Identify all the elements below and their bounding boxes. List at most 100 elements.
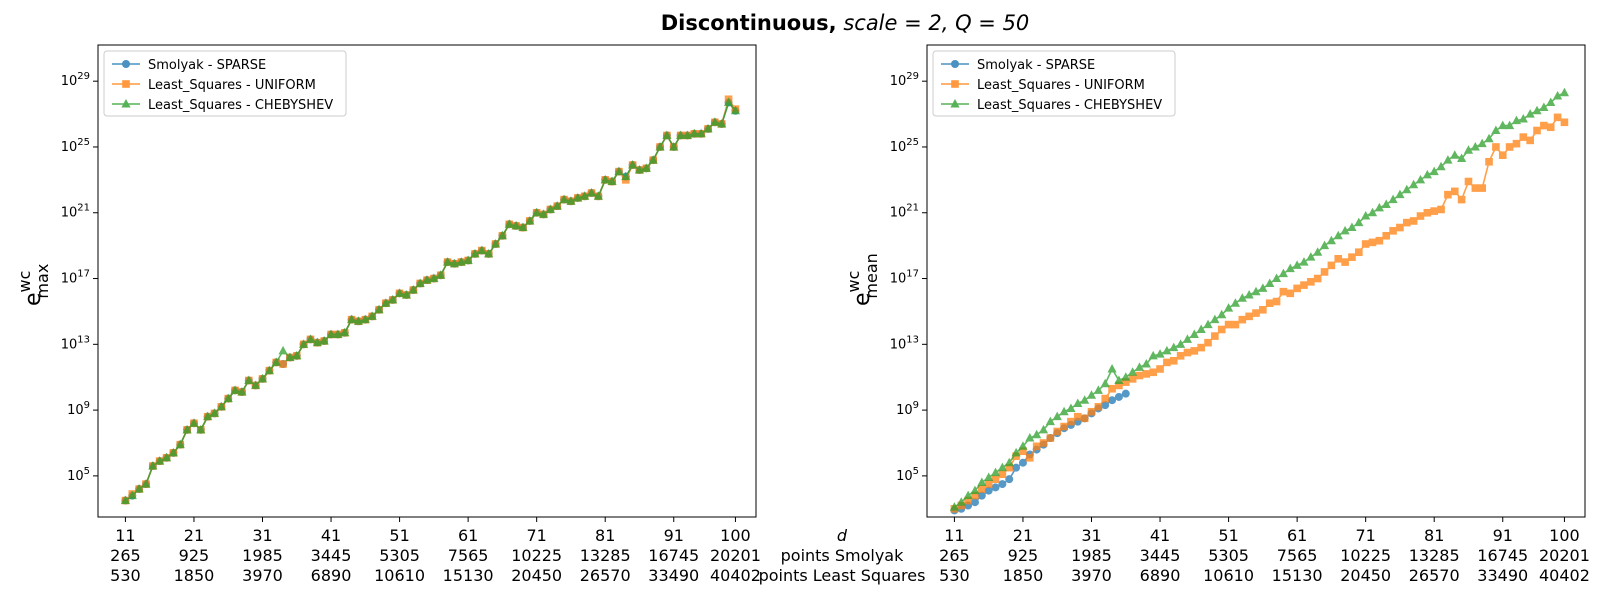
data-point xyxy=(394,288,405,297)
axes-frame xyxy=(926,44,1586,518)
data-point xyxy=(1423,208,1432,217)
data-point xyxy=(1485,157,1493,166)
x-tick-label: 21 xyxy=(1013,526,1033,545)
x-tick-label: 81 xyxy=(1424,526,1444,545)
data-point xyxy=(1464,177,1473,186)
data-point xyxy=(1251,286,1261,296)
data-point xyxy=(1313,274,1322,283)
data-point xyxy=(682,130,693,139)
x-tick-label: 15130 xyxy=(443,566,494,585)
data-point xyxy=(1224,320,1233,329)
data-point xyxy=(1045,416,1055,426)
data-point xyxy=(628,160,638,169)
figure-title: Discontinuous, scale = 2, Q = 50 xyxy=(661,11,1030,35)
data-point xyxy=(1477,138,1487,148)
data-point xyxy=(641,163,651,172)
legend-marker xyxy=(951,80,959,88)
data-point xyxy=(299,339,309,348)
data-point xyxy=(1444,190,1452,199)
x-tick-label: 13285 xyxy=(580,546,631,565)
data-point xyxy=(1355,248,1363,257)
data-point xyxy=(998,470,1007,479)
data-point xyxy=(998,480,1007,489)
legend-label: Smolyak - SPARSE xyxy=(148,58,266,73)
data-point xyxy=(196,424,206,434)
data-point xyxy=(497,230,507,240)
y-tick-label: 1021 xyxy=(61,203,90,221)
data-point xyxy=(518,222,528,232)
data-point xyxy=(648,155,658,164)
data-point xyxy=(1210,314,1220,324)
data-point xyxy=(559,194,569,204)
data-point xyxy=(1115,381,1123,390)
x-tick-label: 1985 xyxy=(242,546,283,565)
data-point xyxy=(1471,184,1480,192)
legend-marker xyxy=(122,80,130,88)
data-point xyxy=(1059,406,1069,416)
data-point xyxy=(1032,442,1041,451)
data-point xyxy=(1204,338,1212,347)
x-tick-label: 11 xyxy=(944,526,964,545)
legend-entry xyxy=(941,60,969,68)
y-tick-label: 1017 xyxy=(890,269,919,287)
data-point xyxy=(408,285,418,294)
x-tick-label: 81 xyxy=(595,526,615,545)
data-point xyxy=(984,472,994,482)
y-tick-label: 1029 xyxy=(890,71,919,89)
data-point xyxy=(175,439,185,449)
data-point xyxy=(1114,392,1123,401)
data-point xyxy=(1491,125,1501,135)
data-point xyxy=(1409,179,1419,189)
data-point xyxy=(1271,273,1282,283)
legend-entry xyxy=(941,80,969,88)
x-tick-label: 100 xyxy=(720,526,751,545)
data-point xyxy=(319,336,329,345)
data-point xyxy=(1306,252,1316,261)
legend-entry xyxy=(941,99,969,108)
data-point xyxy=(593,191,603,200)
data-point xyxy=(1121,389,1130,398)
x-tick-label: 530 xyxy=(939,566,970,585)
y-axis-label: ewcmean xyxy=(844,253,881,306)
legend-box xyxy=(932,50,1176,117)
axes-frame xyxy=(97,44,757,518)
x-tick-label: 1850 xyxy=(1003,566,1044,585)
x-tick-label: 265 xyxy=(110,546,141,565)
data-point xyxy=(312,337,322,347)
data-point xyxy=(1211,332,1219,340)
data-point xyxy=(1183,348,1192,357)
data-point xyxy=(374,304,384,314)
x-tick-label: 20201 xyxy=(1539,546,1590,565)
data-point xyxy=(223,393,233,403)
data-point xyxy=(1450,150,1460,159)
data-point xyxy=(1307,278,1315,286)
y-tick-label: 109 xyxy=(67,400,90,418)
data-point xyxy=(1019,447,1027,456)
data-point xyxy=(1313,247,1323,256)
data-point xyxy=(1292,260,1302,269)
series-2 xyxy=(120,97,741,505)
x-tick-label: 20450 xyxy=(511,566,562,585)
legend-entry xyxy=(112,80,140,88)
data-point xyxy=(991,475,1000,483)
data-point xyxy=(977,491,986,500)
data-point xyxy=(1176,339,1186,348)
data-point xyxy=(1052,411,1062,421)
y-tick-label: 1013 xyxy=(890,334,919,352)
data-point xyxy=(237,387,247,396)
data-point xyxy=(970,498,979,507)
x-tick-label: 51 xyxy=(1218,526,1238,545)
data-point xyxy=(230,385,240,394)
x-tick-label: 40402 xyxy=(1539,566,1590,585)
data-point xyxy=(1333,230,1343,240)
data-point xyxy=(1505,120,1515,130)
x-tick-label: 925 xyxy=(179,546,210,565)
data-point xyxy=(1526,136,1534,145)
data-point xyxy=(1470,141,1480,151)
x-tick-label: 10610 xyxy=(1203,566,1254,585)
data-point xyxy=(278,345,288,355)
x-tick-label: 16745 xyxy=(648,546,699,565)
data-point xyxy=(1340,225,1350,235)
data-point xyxy=(1402,184,1412,194)
